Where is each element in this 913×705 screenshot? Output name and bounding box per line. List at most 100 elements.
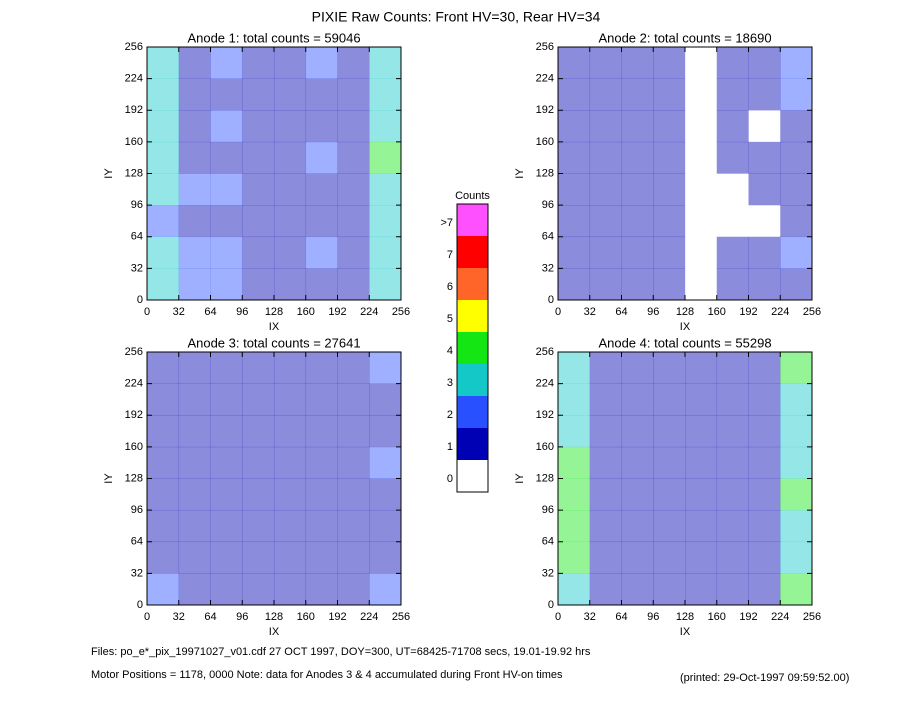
- heatmap-cell: [653, 236, 686, 269]
- y-tick-label: 96: [131, 199, 143, 211]
- heatmap-cell: [274, 510, 307, 543]
- heatmap-cell: [242, 541, 275, 574]
- heatmap-cell: [780, 110, 813, 143]
- x-tick-label: 224: [771, 306, 789, 318]
- heatmap-cell: [716, 110, 749, 143]
- heatmap-cell: [589, 478, 622, 511]
- y-tick-label: 0: [137, 599, 143, 611]
- heatmap-cell: [780, 352, 813, 384]
- x-tick-label: 0: [144, 611, 150, 623]
- heatmap-cell: [685, 236, 718, 269]
- heatmap-cell: [210, 141, 243, 174]
- heatmap-cell: [621, 47, 654, 79]
- heatmap-cell: [210, 415, 243, 448]
- heatmap-cell: [780, 268, 813, 301]
- heatmap-cell: [589, 383, 622, 416]
- y-tick-label: 160: [536, 136, 554, 148]
- heatmap-cell: [147, 352, 180, 384]
- heatmap-cell: [178, 78, 211, 111]
- colorbar-label: 3: [447, 377, 453, 389]
- panel-title: Anode 4: total counts = 55298: [598, 335, 771, 350]
- heatmap-cell: [305, 110, 338, 143]
- heatmap-cell: [558, 573, 591, 606]
- y-tick-label: 128: [125, 472, 143, 484]
- y-tick-label: 256: [125, 346, 143, 358]
- heatmap-cell: [178, 383, 211, 416]
- heatmap-cell: [178, 110, 211, 143]
- x-tick-label: 256: [392, 306, 410, 318]
- y-tick-label: 224: [125, 73, 143, 85]
- heatmap-cell: [716, 268, 749, 301]
- x-tick-label: 224: [360, 611, 378, 623]
- heatmap-cell: [305, 415, 338, 448]
- heatmap-cell: [337, 141, 370, 174]
- colorbar-swatch: [457, 460, 488, 492]
- heatmap-cell: [716, 446, 749, 479]
- heatmap-cell: [337, 268, 370, 301]
- heatmap-cell: [685, 478, 718, 511]
- heatmap-cell: [369, 446, 402, 479]
- x-tick-label: 32: [173, 611, 185, 623]
- heatmap-cell: [558, 478, 591, 511]
- y-tick-label: 64: [542, 536, 554, 548]
- heatmap-cell: [369, 173, 402, 206]
- colorbar-label: 0: [447, 473, 453, 485]
- heatmap-cell: [337, 173, 370, 206]
- heatmap-cell: [178, 141, 211, 174]
- y-tick-label: 256: [125, 41, 143, 53]
- y-tick-label: 192: [125, 104, 143, 116]
- y-tick-label: 0: [548, 599, 554, 611]
- heatmap-cell: [653, 47, 686, 79]
- heatmap-cell: [178, 573, 211, 606]
- colorbar-swatch: [457, 332, 488, 364]
- heatmap-cell: [147, 110, 180, 143]
- x-tick-label: 96: [647, 306, 659, 318]
- y-tick-label: 32: [131, 262, 143, 274]
- heatmap-cell: [274, 573, 307, 606]
- heatmap-cell: [178, 478, 211, 511]
- x-tick-label: 256: [803, 611, 821, 623]
- heatmap-cell: [147, 510, 180, 543]
- heatmap-cell: [558, 541, 591, 574]
- colorbar-label: >7: [440, 217, 453, 229]
- heatmap-cell: [337, 446, 370, 479]
- x-tick-label: 96: [647, 611, 659, 623]
- heatmap-cell: [305, 141, 338, 174]
- heatmap-cell: [305, 446, 338, 479]
- heatmap-cell: [748, 415, 781, 448]
- heatmap-cell: [558, 141, 591, 174]
- footer-files: Files: po_e*_pix_19971027_v01.cdf 27 OCT…: [91, 646, 591, 658]
- colorbar-frame: [456, 203, 489, 493]
- heatmap-cell: [653, 446, 686, 479]
- heatmap-cell: [558, 110, 591, 143]
- heatmap-cell: [716, 478, 749, 511]
- heatmap-cell: [369, 141, 402, 174]
- y-tick-label: 128: [536, 472, 554, 484]
- heatmap-cell: [716, 573, 749, 606]
- heatmap-cell: [147, 78, 180, 111]
- heatmap-cell: [210, 110, 243, 143]
- heatmap-cell: [369, 205, 402, 238]
- heatmap-cell: [242, 141, 275, 174]
- heatmap-cell: [748, 236, 781, 269]
- heatmap-cell: [748, 446, 781, 479]
- heatmap-cell: [337, 573, 370, 606]
- x-tick-label: 64: [615, 611, 627, 623]
- heatmap-cell: [337, 78, 370, 111]
- heatmap-cell: [305, 352, 338, 384]
- x-tick-label: 128: [265, 306, 283, 318]
- heatmap-cell: [589, 510, 622, 543]
- y-tick-label: 128: [125, 167, 143, 179]
- heatmap-cell: [748, 510, 781, 543]
- heatmap-cell: [210, 47, 243, 79]
- heatmap-cell: [274, 205, 307, 238]
- heatmap-cell: [780, 383, 813, 416]
- heatmap-cell: [178, 541, 211, 574]
- y-tick-label: 32: [131, 567, 143, 579]
- heatmap-cell: [653, 541, 686, 574]
- heatmap-cell: [369, 352, 402, 384]
- heatmap-cell: [558, 352, 591, 384]
- heatmap-cell: [274, 541, 307, 574]
- heatmap-cell: [558, 47, 591, 79]
- heatmap-cell: [685, 173, 718, 206]
